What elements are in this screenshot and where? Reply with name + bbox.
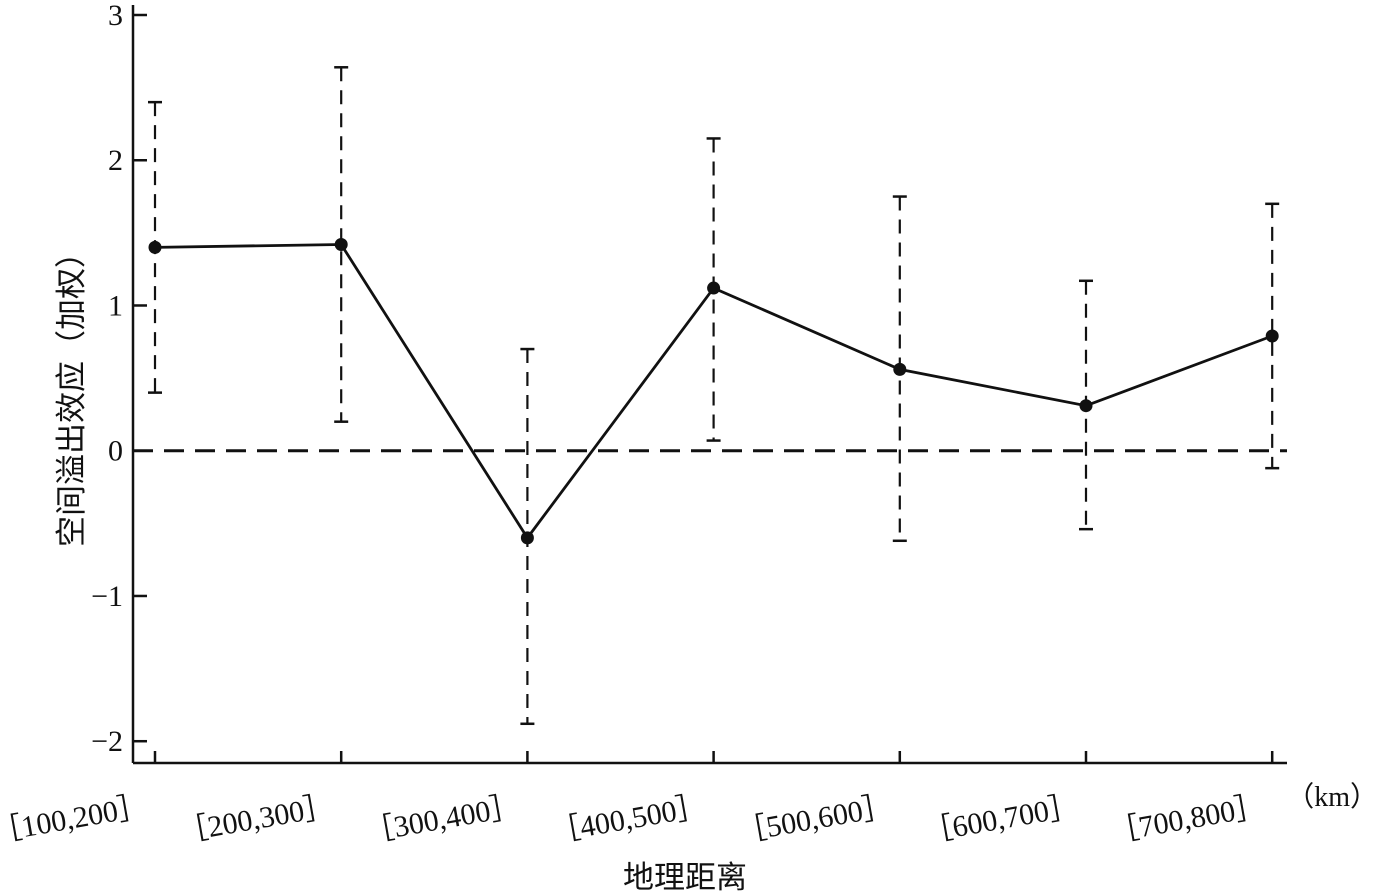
x-tick-label: ［700,800］ (1107, 789, 1268, 849)
y-tick-label: 2 (108, 144, 123, 177)
x-tick-label: ［300,400］ (362, 789, 523, 849)
data-point (893, 362, 907, 376)
y-tick-label: −2 (91, 725, 123, 758)
data-point (148, 240, 162, 254)
data-point (334, 237, 348, 251)
data-point (1079, 399, 1093, 413)
axes (131, 5, 1287, 765)
x-ticks: ［100,200］ ［200,300］ ［300,400］ ［400,500］ ［500… (0, 751, 1274, 849)
data-point (707, 281, 721, 295)
y-tick-label: 1 (108, 289, 123, 322)
x-tick-label: ［100,200］ (0, 789, 150, 849)
y-axis-label: 空间溢出效应（加权） (54, 237, 90, 547)
x-tick-label: ［500,600］ (734, 789, 895, 849)
x-axis-unit: （km） (1286, 781, 1378, 813)
y-tick-label: 0 (108, 435, 123, 468)
data-points (148, 237, 1279, 545)
x-tick-label: ［600,700］ (920, 789, 1081, 849)
data-point (1265, 329, 1279, 343)
y-ticks: −2 −1 0 1 2 3 (91, 0, 147, 758)
x-axis-label: 地理距离 (623, 860, 747, 896)
y-tick-label: −1 (91, 580, 123, 613)
x-tick-label: ［400,500］ (548, 789, 709, 849)
x-tick-label: ［200,300］ (176, 789, 337, 849)
y-tick-label: 3 (108, 0, 123, 32)
data-point (520, 531, 534, 545)
